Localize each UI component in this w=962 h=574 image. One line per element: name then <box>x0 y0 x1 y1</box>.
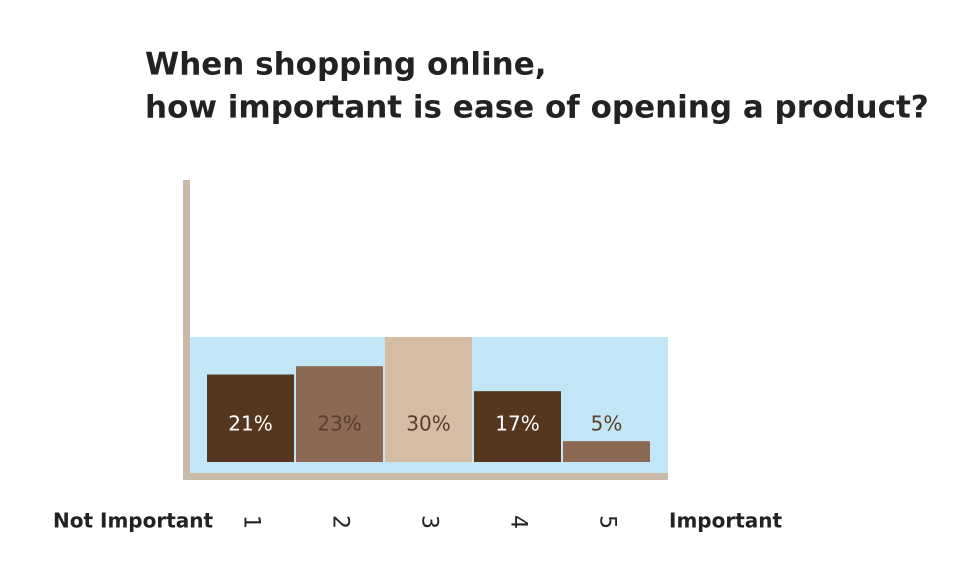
x-tick-label: 2 <box>328 515 353 529</box>
bar <box>207 374 294 462</box>
chart-title: how important is ease of opening a produ… <box>145 90 929 126</box>
value-label: 23% <box>317 412 361 436</box>
value-label: 17% <box>495 412 539 436</box>
chart-title: When shopping online, <box>145 47 547 83</box>
x-tick-label: 5 <box>595 515 620 529</box>
y-axis-line <box>183 180 190 480</box>
x-axis-line <box>183 473 668 480</box>
x-tick-label: 3 <box>417 515 442 529</box>
x-tick-label: 4 <box>506 515 531 529</box>
bar <box>385 337 472 462</box>
x-low-label: Not Important <box>53 509 213 533</box>
value-label: 5% <box>591 412 623 436</box>
bar <box>474 391 561 462</box>
value-label: 21% <box>228 412 272 436</box>
bar <box>563 441 650 462</box>
value-label: 30% <box>406 412 450 436</box>
x-high-label: Important <box>669 509 782 533</box>
bar <box>296 366 383 462</box>
x-tick-label: 1 <box>239 515 264 529</box>
